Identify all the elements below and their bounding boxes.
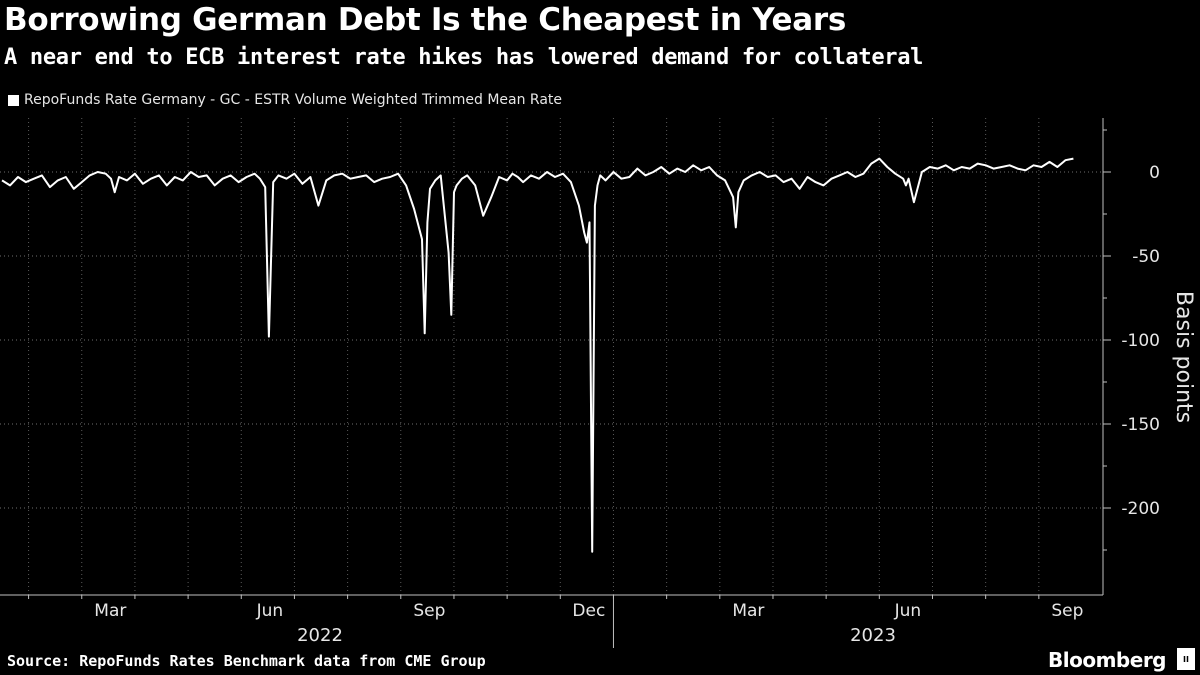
y-tick-label: -100 — [1121, 331, 1160, 351]
chart-title: Borrowing German Debt Is the Cheapest in… — [4, 2, 847, 38]
year-label: 2023 — [850, 625, 896, 646]
y-tick-label: -150 — [1121, 415, 1160, 435]
x-tick-label: Mar — [732, 601, 764, 621]
x-axis: Mar Jun Sep Dec Mar Jun Sep 2022 2023 — [0, 594, 1103, 648]
series-group — [1, 157, 1074, 553]
x-tick-label: Dec — [572, 601, 605, 621]
y-tick-label: 0 — [1149, 163, 1160, 183]
x-tick-label: Sep — [413, 601, 445, 621]
x-tick-label: Sep — [1051, 601, 1083, 621]
bloomberg-badge-icon: II — [1177, 648, 1195, 670]
chart-subtitle: A near end to ECB interest rate hikes ha… — [4, 45, 924, 70]
series-line — [1, 157, 1074, 553]
y-axis: 0 -50 -100 -150 -200 Basis points — [1102, 118, 1196, 595]
y-tick-label: -50 — [1132, 247, 1160, 267]
legend-label: RepoFunds Rate Germany - GC - ESTR Volum… — [24, 92, 563, 108]
bloomberg-logo: Bloomberg — [1048, 648, 1166, 672]
x-tick-label: Jun — [894, 601, 922, 621]
legend: RepoFunds Rate Germany - GC - ESTR Volum… — [8, 92, 562, 108]
source-note: Source: RepoFunds Rates Benchmark data f… — [7, 652, 486, 670]
x-tick-label: Jun — [256, 601, 284, 621]
legend-swatch — [8, 94, 19, 106]
x-tick-label: Mar — [94, 601, 126, 621]
gridlines — [0, 118, 1103, 595]
year-label: 2022 — [297, 625, 343, 646]
y-axis-label: Basis points — [1171, 291, 1196, 423]
y-tick-label: -200 — [1121, 499, 1160, 519]
